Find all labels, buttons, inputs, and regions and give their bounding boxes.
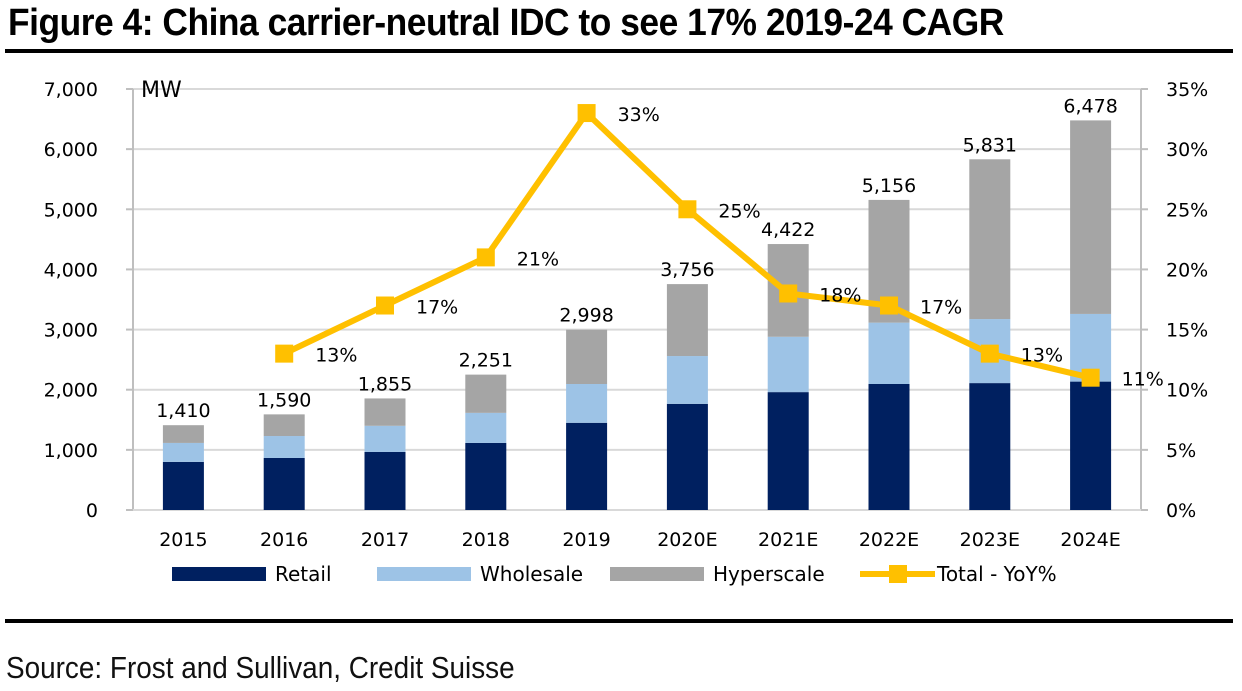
x-axis-tick-label: 2017 (361, 529, 409, 551)
x-axis-tick-label: 2019 (562, 529, 610, 551)
legend-swatch-retail (172, 567, 266, 581)
bar-retail (767, 392, 809, 510)
total-label: 1,410 (156, 400, 210, 422)
left-axis-unit-label: MW (141, 78, 182, 103)
yoy-marker (980, 344, 999, 363)
yoy-marker (1081, 368, 1100, 387)
yoy-label: 13% (1021, 345, 1063, 367)
yoy-marker (376, 296, 394, 315)
x-axis-tick-label: 2023E (960, 529, 1020, 551)
total-label: 4,422 (761, 219, 815, 241)
axes: 0 1,000 2,000 3,000 4,000 5,000 6,000 7,000 0% 5%… (44, 78, 1209, 551)
yoy-label: 25% (718, 200, 760, 222)
yoy-marker (275, 344, 294, 363)
bar-retail (1070, 381, 1112, 510)
bar-hyperscale (566, 329, 608, 385)
legend-marker-yoy (889, 565, 907, 583)
chart: 0 1,000 2,000 3,000 4,000 5,000 6,000 7,000 0% 5%… (44, 78, 1209, 586)
total-label: 6,478 (1063, 95, 1117, 117)
x-axis-tick-label: 2021E (758, 529, 818, 551)
legend: Retail Wholesale Hyperscale Total - YoY% (172, 562, 1057, 586)
legend-label: Retail (275, 562, 332, 586)
bar-wholesale (767, 336, 809, 393)
bar-wholesale (162, 442, 204, 462)
x-axis-tick-label: 2022E (859, 529, 919, 551)
yoy-label: 21% (517, 248, 559, 270)
bar-wholesale (465, 412, 507, 443)
yoy-marker (880, 296, 898, 315)
yoy-marker (779, 284, 798, 303)
legend-label: Wholesale (480, 562, 583, 586)
left-axis-tick-label: 2,000 (44, 380, 98, 402)
right-axis-tick-label: 25% (1166, 199, 1208, 221)
total-label: 5,831 (963, 134, 1017, 156)
left-axis-tick-label: 3,000 (44, 320, 98, 342)
yoy-marker (476, 248, 495, 267)
legend-label: Hyperscale (713, 562, 825, 586)
yoy-label: 33% (618, 104, 660, 126)
right-axis-tick-label: 5% (1166, 440, 1196, 462)
total-label: 5,156 (862, 175, 916, 197)
right-axis-tick-label: 10% (1166, 380, 1208, 402)
source-note: Source: Frost and Sullivan, Credit Suiss… (6, 650, 515, 685)
yoy-label: 17% (416, 297, 458, 319)
bar-retail (666, 403, 708, 510)
legend-label: Total - YoY% (936, 562, 1057, 586)
x-axis-tick-label: 2020E (657, 529, 717, 551)
left-axis-tick-label: 5,000 (44, 199, 98, 221)
bar-hyperscale (969, 159, 1011, 320)
title-rule (5, 49, 1233, 53)
right-axis-tick-label: 0% (1166, 500, 1196, 522)
bar-retail (969, 383, 1011, 510)
yoy-marker (678, 200, 697, 219)
bar-hyperscale (465, 374, 507, 413)
bar-wholesale (868, 322, 910, 385)
left-axis-tick-label: 0 (86, 500, 98, 522)
total-label: 2,251 (459, 350, 513, 372)
total-label: 3,756 (660, 259, 714, 281)
bar-wholesale (666, 356, 708, 404)
bar-wholesale (263, 436, 305, 458)
yoy-label: 11% (1122, 369, 1164, 391)
right-axis-tick-label: 20% (1166, 259, 1208, 281)
yoy-label: 13% (315, 345, 357, 367)
bar-hyperscale (666, 284, 708, 357)
left-axis-tick-label: 7,000 (44, 79, 98, 101)
right-axis-tick-label: 30% (1166, 139, 1208, 161)
total-label: 1,590 (257, 389, 311, 411)
bar-retail (465, 442, 507, 510)
bar-hyperscale (364, 398, 406, 426)
bar-hyperscale (263, 414, 305, 437)
x-axis-tick-label: 2016 (260, 529, 308, 551)
bar-retail (162, 461, 204, 510)
total-label: 2,998 (559, 305, 613, 327)
right-axis-tick-label: 15% (1166, 320, 1208, 342)
yoy-label: 17% (920, 297, 962, 319)
x-axis-tick-label: 2018 (462, 529, 510, 551)
total-label: 1,855 (358, 373, 412, 395)
yoy-line (275, 104, 1100, 387)
yoy-label: 18% (819, 284, 861, 306)
left-axis-tick-label: 6,000 (44, 139, 98, 161)
figure-title: Figure 4: China carrier-neutral IDC to s… (8, 2, 1004, 44)
x-axis-tick-label: 2024E (1060, 529, 1120, 551)
bar-retail (364, 451, 406, 510)
x-axis-tick-label: 2015 (159, 529, 207, 551)
bar-wholesale (364, 425, 406, 452)
source-rule (5, 619, 1233, 623)
legend-swatch-hyperscale (610, 567, 704, 581)
bar-retail (868, 384, 910, 510)
legend-swatch-wholesale (377, 567, 471, 581)
bar-wholesale (566, 384, 608, 423)
bar-hyperscale (1070, 120, 1112, 314)
left-axis-tick-label: 1,000 (44, 440, 98, 462)
right-axis-tick-label: 35% (1166, 79, 1208, 101)
bar-hyperscale (162, 425, 204, 443)
bars (162, 120, 1112, 510)
bar-retail (263, 457, 305, 510)
yoy-marker (577, 104, 596, 123)
data-labels: 1,410 1,590 1,855 2,251 2,998 3,756 4,422 5,156… (156, 95, 1164, 422)
bar-retail (566, 422, 608, 510)
left-axis-tick-label: 4,000 (44, 259, 98, 281)
